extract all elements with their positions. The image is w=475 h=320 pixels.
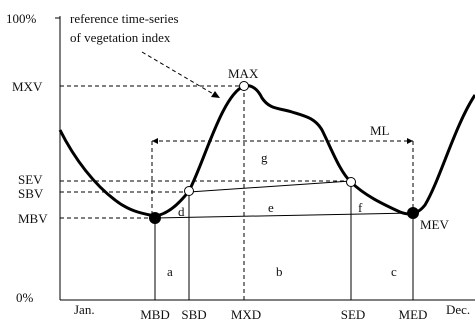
x-label: Jan. xyxy=(74,302,95,317)
annotation: reference time-series xyxy=(70,11,179,26)
max-point xyxy=(239,81,249,91)
min-baseline xyxy=(154,212,414,219)
y-label: MBV xyxy=(18,211,48,226)
sev-point xyxy=(346,177,356,187)
region-label: c xyxy=(391,264,397,279)
annotation: of vegetation index xyxy=(70,30,171,45)
season-baseline xyxy=(188,180,352,193)
y-label: 0% xyxy=(16,290,34,305)
x-label: MED xyxy=(399,307,428,320)
x-label: MBD xyxy=(140,307,170,320)
x-label: SED xyxy=(341,307,366,320)
region-label: d xyxy=(178,204,185,219)
mev-point xyxy=(407,207,419,219)
arrow xyxy=(407,138,413,144)
region-label: e xyxy=(268,200,274,215)
region-label: g xyxy=(261,150,268,165)
region-label: a xyxy=(167,264,173,279)
arrow xyxy=(211,91,220,98)
region-label: ML xyxy=(370,123,390,138)
y-label: 100% xyxy=(6,11,37,26)
point-label: MEV xyxy=(420,217,450,232)
annotation-arrow xyxy=(141,51,216,96)
x-label: MXD xyxy=(231,307,261,320)
point-label: MAX xyxy=(228,66,259,81)
region-label: b xyxy=(276,264,283,279)
mbv-point xyxy=(149,212,161,224)
region-label: f xyxy=(358,200,363,215)
y-label: SBV xyxy=(18,186,44,201)
arrow xyxy=(152,138,158,144)
y-label: SEV xyxy=(18,172,43,187)
sbv-point xyxy=(184,186,194,196)
x-label: SBD xyxy=(181,307,206,320)
x-label: Dec. xyxy=(446,302,470,317)
y-label: MXV xyxy=(12,79,43,94)
